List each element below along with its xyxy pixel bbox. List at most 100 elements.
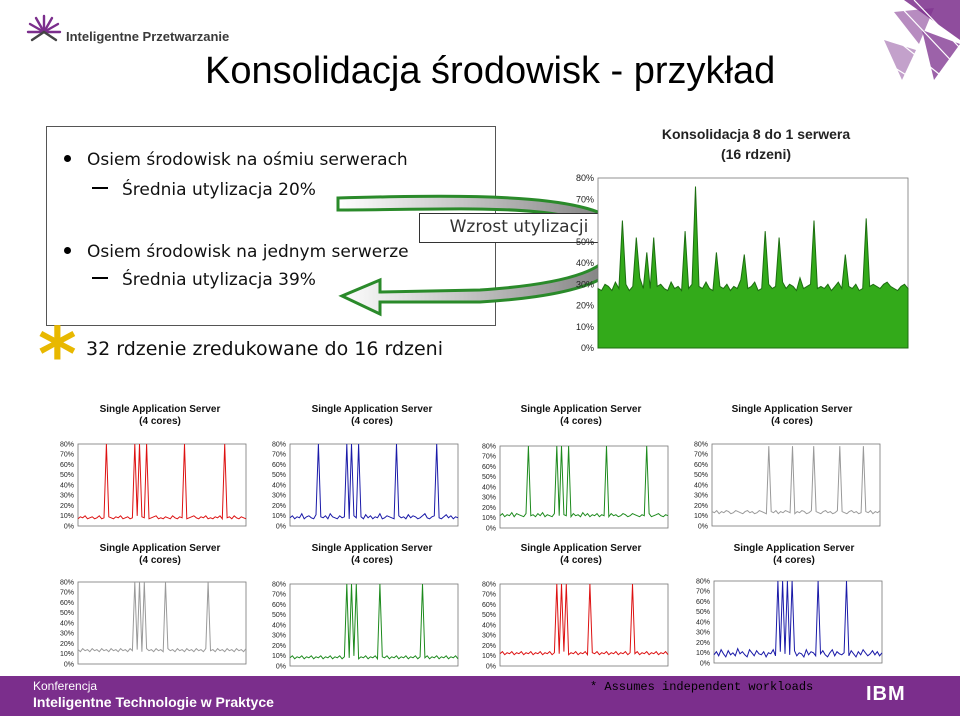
y-tick-label: 80% [60, 579, 74, 586]
server-utilization-chart-5: 80% 70% 60% 50% 40% 30% 20% 10% 0% [60, 579, 247, 668]
y-tick-label: 70% [60, 590, 74, 597]
growth-label: Wzrost utylizacji [419, 213, 619, 243]
y-tick-label: 60% [60, 462, 74, 469]
y-tick-label: 10% [60, 513, 74, 520]
bullet-item-2-text: Osiem środowisk na jednym serwerze [87, 242, 409, 262]
y-tick-label: 70% [482, 454, 496, 461]
y-tick-label: 40% [482, 484, 496, 491]
server-chart-title-8: Single Application Server (4 cores) [704, 543, 884, 567]
y-tick-label: 40% [272, 622, 286, 629]
y-tick-label: 30% [272, 633, 286, 640]
series-line [289, 443, 459, 520]
y-tick-label: 10% [272, 513, 286, 520]
footer-conference-name: Inteligentne Technologie w Praktyce [33, 694, 274, 710]
y-tick-label: 0% [486, 663, 496, 670]
plot-area [77, 581, 247, 665]
series-line [499, 583, 669, 657]
inteligentne-przetwarzanie-logo [26, 14, 62, 42]
sunburst-icon [26, 14, 62, 42]
y-tick-label: 70% [696, 589, 710, 596]
y-tick-label: 40% [694, 482, 708, 489]
y-tick-label: 50% [272, 612, 286, 619]
server-utilization-chart-7: 80% 70% 60% 50% 40% 30% 20% 10% 0% [482, 581, 669, 670]
plot-area [711, 443, 881, 527]
y-tick-label: 0% [64, 523, 74, 530]
server-chart-title-7: Single Application Server (4 cores) [491, 543, 671, 567]
y-tick-label: 60% [482, 602, 496, 609]
y-tick-label: 20% [694, 503, 708, 510]
y-tick-label: 20% [576, 301, 594, 311]
y-tick-label: 80% [60, 441, 74, 448]
y-tick-label: 0% [581, 343, 594, 353]
y-tick-label: 20% [272, 643, 286, 650]
y-tick-label: 80% [272, 441, 286, 448]
server-utilization-chart-4: 80% 70% 60% 50% 40% 30% 20% 10% 0% [694, 441, 881, 530]
bullet-dot-icon [64, 154, 71, 162]
footer-bar [0, 676, 960, 716]
server-chart-title-6-line1: Single Application Server [311, 543, 433, 554]
server-chart-title-4-line2: (4 cores) [771, 416, 813, 427]
bullet-item-1-text: Osiem środowisk na ośmiu serwerach [87, 150, 408, 170]
server-chart-title-8-line2: (4 cores) [773, 555, 815, 566]
y-tick-label: 70% [482, 592, 496, 599]
y-tick-label: 50% [60, 472, 74, 479]
series-line [77, 443, 247, 521]
server-chart-title-1-line1: Single Application Server [99, 404, 221, 415]
y-tick-label: 80% [482, 443, 496, 450]
server-chart-title-1-line2: (4 cores) [139, 416, 181, 427]
series-line [77, 581, 247, 653]
dash-icon [92, 187, 108, 189]
y-tick-label: 60% [482, 464, 496, 471]
y-tick-label: 70% [694, 452, 708, 459]
server-utilization-chart-1: 80% 70% 60% 50% 40% 30% 20% 10% 0% [60, 441, 247, 530]
y-tick-label: 10% [694, 513, 708, 520]
server-utilization-chart-2: 80% 70% 60% 50% 40% 30% 20% 10% 0% [272, 441, 459, 530]
y-tick-label: 0% [700, 660, 710, 667]
bullet-dot-icon [64, 246, 71, 254]
y-tick-label: 80% [694, 441, 708, 448]
series-line [711, 446, 881, 515]
y-tick-label: 40% [482, 622, 496, 629]
y-tick-label: 20% [482, 505, 496, 512]
series-area [597, 186, 909, 349]
server-chart-title-3-line2: (4 cores) [560, 416, 602, 427]
y-tick-label: 30% [60, 493, 74, 500]
y-tick-label: 60% [272, 602, 286, 609]
main-chart-title-line2: (16 rdzeni) [720, 146, 791, 162]
server-chart-title-2-line2: (4 cores) [351, 416, 393, 427]
bullet-sub-1-text: Średnia utylizacja 20% [122, 180, 316, 200]
server-chart-title-8-line1: Single Application Server [733, 543, 855, 554]
y-tick-label: 0% [276, 523, 286, 530]
y-tick-label: 20% [696, 640, 710, 647]
series-line [289, 583, 459, 661]
y-tick-label: 50% [482, 474, 496, 481]
server-chart-title-5-line1: Single Application Server [99, 543, 221, 554]
y-tick-label: 30% [272, 493, 286, 500]
server-chart-title-6: Single Application Server (4 cores) [282, 543, 462, 567]
server-chart-title-2-line1: Single Application Server [311, 404, 433, 415]
y-tick-label: 70% [60, 452, 74, 459]
server-chart-title-5: Single Application Server (4 cores) [70, 543, 250, 567]
logo-text: Inteligentne Przetwarzanie [66, 29, 230, 44]
server-utilization-chart-8: 80% 70% 60% 50% 40% 30% 20% 10% 0% [696, 578, 883, 667]
y-tick-label: 20% [482, 643, 496, 650]
server-chart-title-6-line2: (4 cores) [351, 555, 393, 566]
y-tick-label: 80% [482, 581, 496, 588]
server-chart-title-4: Single Application Server (4 cores) [702, 404, 882, 428]
y-tick-label: 40% [696, 619, 710, 626]
y-tick-label: 30% [482, 495, 496, 502]
y-tick-label: 50% [696, 609, 710, 616]
y-tick-label: 30% [694, 493, 708, 500]
y-tick-label: 60% [694, 462, 708, 469]
y-tick-label: 40% [272, 482, 286, 489]
y-tick-label: 50% [482, 612, 496, 619]
server-chart-title-7-line1: Single Application Server [520, 543, 642, 554]
reduction-note: 32 rdzenie zredukowane do 16 rdzeni [86, 338, 443, 360]
bullet-sub-2-text: Średnia utylizacja 39% [122, 270, 316, 290]
y-tick-label: 50% [694, 472, 708, 479]
y-tick-label: 10% [60, 651, 74, 658]
y-tick-label: 40% [60, 620, 74, 627]
y-tick-label: 60% [272, 462, 286, 469]
y-tick-label: 50% [576, 237, 594, 247]
y-tick-label: 0% [276, 663, 286, 670]
